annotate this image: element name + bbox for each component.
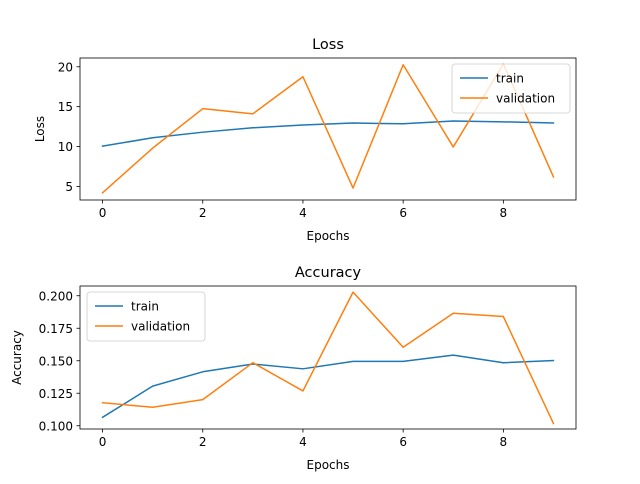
- loss-y-tick-label: 20: [58, 60, 73, 74]
- loss-legend-box: [451, 63, 571, 114]
- accuracy-y-tick-label: 0.125: [39, 387, 73, 401]
- accuracy-legend-label-validation: validation: [131, 320, 190, 334]
- accuracy-y-tick-label: 0.200: [39, 289, 73, 303]
- accuracy-y-axis-label: Accuracy: [10, 330, 24, 385]
- accuracy-plot-frame: [79, 285, 577, 430]
- loss-y-tick-label: 15: [58, 100, 73, 114]
- accuracy-series-validation-line: [101, 291, 555, 425]
- accuracy-x-tick-label: 8: [500, 435, 508, 449]
- loss-y-tick-label: 10: [58, 140, 73, 154]
- loss-legend: train validation: [451, 63, 571, 114]
- loss-legend-label-train: train: [496, 72, 524, 86]
- loss-y-axis-label: Loss: [33, 116, 47, 142]
- accuracy-x-tick-label: 4: [299, 435, 307, 449]
- accuracy-y-tick-label: 0.175: [39, 322, 73, 336]
- loss-y-tick-label: 5: [65, 180, 73, 194]
- loss-plot-frame: [79, 57, 577, 201]
- loss-x-axis-label: Epochs: [307, 229, 350, 243]
- loss-series-train-line: [101, 120, 555, 148]
- accuracy-series-train-line: [101, 354, 555, 419]
- loss-x-tick-label: 6: [399, 206, 407, 220]
- accuracy-legend-box: [86, 291, 206, 342]
- accuracy-chart: Accuracy 0 2 4 6 8 0.100 0.125 0.150 0.175 0.200 Ep…: [10, 265, 577, 472]
- accuracy-legend-label-train: train: [131, 300, 159, 314]
- accuracy-x-tick-label: 6: [399, 435, 407, 449]
- loss-x-tick-label: 2: [199, 206, 207, 220]
- accuracy-y-tick-label: 0.100: [39, 419, 73, 433]
- loss-chart-title: Loss: [312, 37, 344, 53]
- accuracy-y-tick-label: 0.150: [39, 354, 73, 368]
- accuracy-legend: train validation: [86, 291, 206, 342]
- loss-x-tick-label: 4: [299, 206, 307, 220]
- loss-legend-label-validation: validation: [496, 92, 555, 106]
- loss-x-tick-label: 0: [99, 206, 107, 220]
- loss-x-tick-label: 8: [500, 206, 508, 220]
- accuracy-x-tick-label: 0: [99, 435, 107, 449]
- loss-chart: Loss 0 2 4 6 8 5 10 15 20 Epochs Loss train validatio…: [33, 37, 577, 243]
- accuracy-x-tick-label: 2: [199, 435, 207, 449]
- accuracy-chart-title: Accuracy: [295, 265, 362, 281]
- accuracy-x-axis-label: Epochs: [307, 458, 350, 472]
